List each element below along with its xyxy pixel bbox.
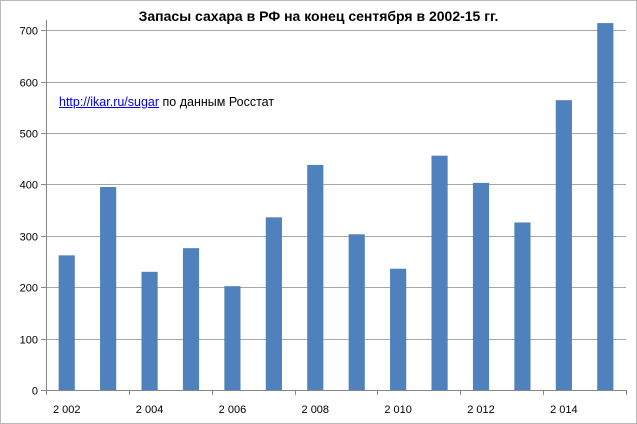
chart-title: Запасы сахара в РФ на конец сентября в 2…: [138, 8, 499, 24]
y-tick-label: 200: [20, 283, 38, 295]
bar-2007: [265, 217, 282, 390]
x-tick-label: 2 014: [550, 404, 578, 416]
axes: [46, 20, 627, 395]
bar-2015: [597, 23, 614, 391]
bar-2010: [390, 268, 407, 390]
x-tick-label: 2 010: [384, 404, 412, 416]
y-tick-labels: 0 100 200 300 400 500 600 700: [20, 26, 38, 398]
bar-2004: [141, 271, 158, 390]
x-tick-label: 2 012: [467, 404, 495, 416]
x-tick-label: 2 008: [302, 404, 330, 416]
x-tick-label: 2 002: [53, 404, 81, 416]
y-tick-label: 300: [20, 232, 38, 244]
source-note: по данным Росстат: [159, 95, 275, 109]
y-tick-label: 500: [20, 129, 38, 141]
bar-2003: [100, 187, 117, 390]
source-link[interactable]: http://ikar.ru/sugar: [59, 95, 160, 109]
y-tick-label: 700: [20, 26, 38, 38]
gridlines: [41, 30, 626, 391]
x-tick-label: 2 006: [219, 404, 247, 416]
bar-2008: [307, 164, 324, 390]
bar-2002: [58, 255, 75, 390]
y-tick-label: 400: [20, 180, 38, 192]
bar-2011: [431, 155, 448, 390]
bar-2009: [348, 234, 365, 390]
y-tick-label: 100: [20, 335, 38, 347]
y-tick-label: 0: [32, 386, 38, 398]
y-tick-label: 600: [20, 78, 38, 90]
x-tick-label: 2 004: [136, 404, 164, 416]
x-tick-labels: 2 002 2 004 2 006 2 008 2 010 2 012 2 014: [53, 404, 578, 416]
bar-2006: [224, 286, 241, 390]
chart-annotation: http://ikar.ru/sugar по данным Росстат: [59, 95, 274, 109]
bar-2012: [472, 182, 490, 390]
bar-2005: [182, 248, 200, 390]
bar-2013: [514, 222, 531, 390]
bars: [58, 23, 614, 391]
bar-2014: [555, 100, 572, 391]
